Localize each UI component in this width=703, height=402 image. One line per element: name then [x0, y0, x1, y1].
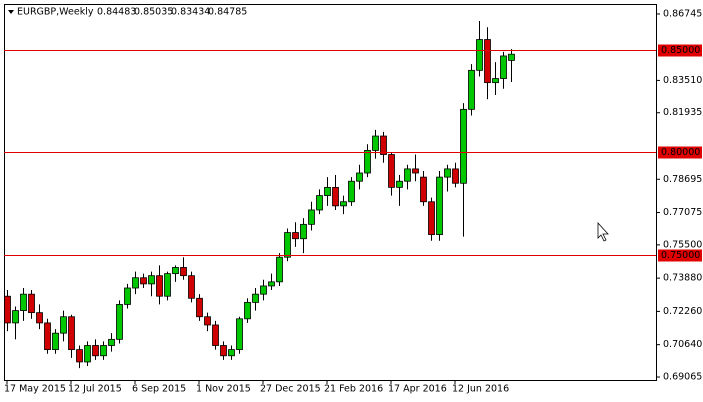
candle-body [252, 293, 259, 303]
candle-body [132, 277, 139, 289]
plot-frame [4, 4, 657, 381]
level-label-bg [658, 249, 702, 262]
level-label-bg [658, 44, 702, 57]
level-label: 0.75000 [661, 250, 700, 261]
candle-body [172, 267, 179, 275]
y-tick-label: 0.83510 [663, 75, 702, 86]
candle-body [92, 345, 99, 357]
candle-body [28, 293, 35, 314]
y-tick-label: 0.72260 [663, 306, 702, 317]
candle-body [220, 345, 227, 357]
candle-body [484, 39, 491, 84]
y-tick-label: 0.69065 [663, 372, 702, 383]
candle-body [412, 168, 419, 174]
y-tick-label: 0.77075 [663, 207, 702, 218]
quote-close: 0.84785 [208, 7, 247, 18]
candle-body [4, 295, 11, 324]
candle-body [276, 256, 283, 283]
candle-body [108, 338, 115, 346]
candle-body [260, 285, 267, 295]
candle-body [12, 310, 19, 324]
candle-body [228, 349, 235, 357]
candle-body [332, 186, 339, 207]
x-tick-label: 12 Jun 2016 [452, 384, 509, 395]
candle-body [428, 201, 435, 236]
candle-body [180, 267, 187, 277]
x-tick-label: 27 Dec 2015 [260, 384, 321, 395]
candle-body [60, 316, 67, 334]
symbol: EURGBP,Weekly [17, 7, 94, 18]
candle-body [396, 180, 403, 188]
level-label: 0.80000 [661, 147, 700, 158]
candle-body [164, 273, 171, 297]
candle-body [452, 168, 459, 184]
candle-body [124, 287, 131, 305]
mouse-cursor [597, 221, 609, 242]
level-label: 0.85000 [661, 45, 700, 56]
x-tick-label: 17 May 2015 [4, 384, 66, 395]
candle-body [116, 304, 123, 340]
candle-body [404, 168, 411, 182]
candle-body [268, 281, 275, 287]
candle-body [20, 293, 27, 311]
candle-body [148, 275, 155, 285]
candle-body [460, 108, 467, 184]
candle-body [356, 172, 363, 182]
candle-body [44, 322, 51, 351]
y-tick-label: 0.70640 [663, 339, 702, 350]
candle-body [500, 55, 507, 79]
candle-body [468, 69, 475, 110]
candle-body [476, 39, 483, 71]
quote-high: 0.85035 [134, 7, 173, 18]
candle-body [284, 232, 291, 258]
y-tick-label: 0.86745 [663, 8, 702, 19]
candle-body [380, 135, 387, 155]
level-label-bg [658, 146, 702, 159]
candle-body [300, 223, 307, 240]
candle-body [444, 168, 451, 178]
candle-body [84, 345, 91, 363]
candle-body [36, 312, 43, 324]
candle-body [324, 186, 331, 196]
candle-body [100, 345, 107, 357]
candle-body [316, 195, 323, 211]
candle-body [492, 78, 499, 84]
candle-body [388, 154, 395, 188]
candle-body [68, 316, 75, 351]
x-tick-label: 21 Feb 2016 [324, 384, 383, 395]
quote-open: 0.84483 [97, 7, 136, 18]
candle-body [372, 135, 379, 151]
candle-body [420, 176, 427, 203]
candle-body [188, 275, 195, 299]
y-tick-label: 0.73880 [663, 273, 702, 284]
x-tick-label: 17 Apr 2016 [388, 384, 447, 395]
candle-body [76, 349, 83, 363]
candle-body [508, 53, 515, 61]
y-tick-label: 0.75500 [663, 239, 702, 250]
candle-body [236, 318, 243, 351]
candle-body [244, 301, 251, 320]
y-tick-label: 0.81935 [663, 107, 702, 118]
quote-low: 0.83434 [171, 7, 210, 18]
x-tick-label: 1 Nov 2015 [196, 384, 251, 395]
candle-body [140, 277, 147, 285]
x-tick-label: 6 Sep 2015 [132, 384, 186, 395]
menu-icon [8, 10, 14, 14]
candle-body [196, 297, 203, 318]
candle-body [204, 316, 211, 326]
candle-body [52, 332, 59, 351]
candle-body [292, 232, 299, 240]
y-tick-label: 0.78695 [663, 174, 702, 185]
candle-body [436, 176, 443, 236]
candle-body [156, 275, 163, 297]
candle-body [340, 201, 347, 207]
x-tick-label: 12 Jul 2015 [68, 384, 122, 395]
candle-body [308, 209, 315, 225]
candle-body [212, 324, 219, 346]
candle-body [364, 150, 371, 174]
candle-body [348, 180, 355, 203]
